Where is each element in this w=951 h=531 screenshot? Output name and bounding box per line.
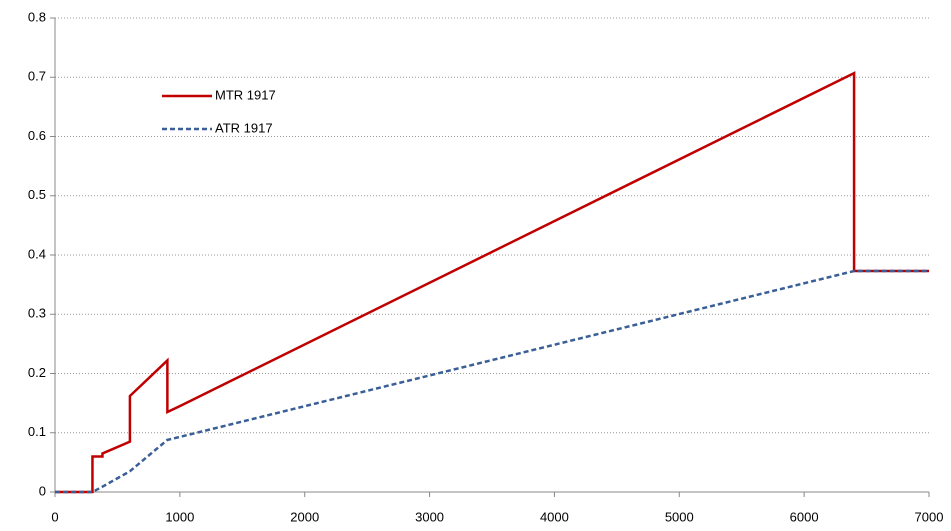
y-tick-label: 0.3	[28, 306, 46, 321]
x-tick-label: 1000	[165, 509, 194, 524]
x-tick-label: 6000	[790, 509, 819, 524]
y-tick-label: 0.6	[28, 128, 46, 143]
y-tick-label: 0.5	[28, 187, 46, 202]
y-tick-label: 0.7	[28, 69, 46, 84]
x-tick-label: 2000	[290, 509, 319, 524]
x-tick-label: 4000	[540, 509, 569, 524]
series-line	[55, 71, 929, 494]
x-tick-label: 0	[51, 509, 58, 524]
y-tick-label: 0.2	[28, 365, 46, 380]
series-line	[55, 269, 929, 494]
x-tick-label: 5000	[665, 509, 694, 524]
y-tick-label: 0.4	[28, 246, 46, 261]
x-tick-label: 3000	[415, 509, 444, 524]
x-tick-label: 7000	[915, 509, 944, 524]
legend-label: ATR 1917	[215, 120, 273, 135]
y-tick-label: 0	[39, 483, 46, 498]
y-tick-label: 0.1	[28, 424, 46, 439]
y-tick-label: 0.8	[28, 9, 46, 24]
legend-label: MTR 1917	[215, 87, 276, 102]
